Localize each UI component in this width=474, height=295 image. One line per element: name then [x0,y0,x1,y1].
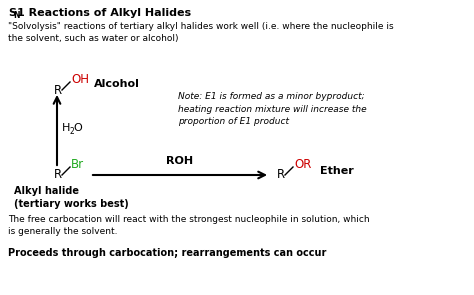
Text: OR: OR [294,158,311,171]
Text: R: R [277,168,285,181]
Text: OH: OH [71,73,89,86]
Text: O: O [73,123,82,133]
Text: ROH: ROH [166,156,193,166]
Text: R: R [54,168,62,181]
Text: H: H [62,123,70,133]
Text: Alkyl halide
(tertiary works best): Alkyl halide (tertiary works best) [14,186,129,209]
Text: N: N [13,11,19,20]
Text: S: S [8,8,16,18]
Text: Proceeds through carbocation; rearrangements can occur: Proceeds through carbocation; rearrangem… [8,248,327,258]
Text: The free carbocation will react with the strongest nucleophile in solution, whic: The free carbocation will react with the… [8,215,370,236]
Text: 2: 2 [69,127,74,135]
Text: 1 Reactions of Alkyl Halides: 1 Reactions of Alkyl Halides [17,8,191,18]
Text: Alcohol: Alcohol [94,79,140,89]
Text: Br: Br [71,158,84,171]
Text: Note: E1 is formed as a minor byproduct;
heating reaction mixture will increase : Note: E1 is formed as a minor byproduct;… [178,92,366,126]
Text: R: R [54,83,62,96]
Text: Ether: Ether [320,166,354,176]
Text: "Solvolysis" reactions of tertiary alkyl halides work well (i.e. where the nucle: "Solvolysis" reactions of tertiary alkyl… [8,22,393,43]
